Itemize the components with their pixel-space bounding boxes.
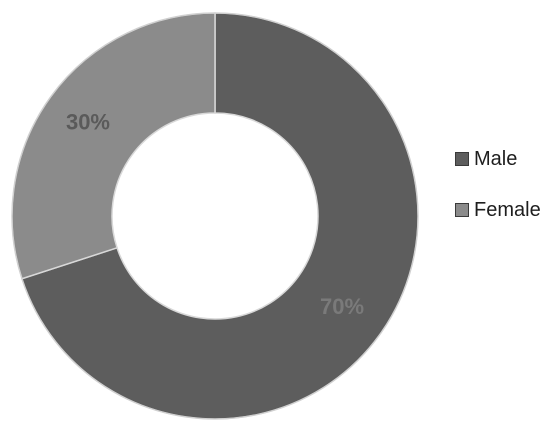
legend-swatch-female (455, 203, 469, 217)
legend-label-male: Male (474, 147, 518, 170)
slice-label-male: 70% (320, 294, 364, 319)
legend-item-male: Male (455, 146, 555, 172)
donut-outer-edge (11, 12, 419, 420)
slice-labels-group: 70% 30% (66, 110, 364, 320)
legend-swatch-male (455, 152, 469, 166)
slice-female (11, 12, 216, 280)
slice-label-female: 30% (66, 110, 110, 135)
legend: Male Female (455, 146, 555, 248)
legend-label-female: Female (474, 198, 541, 221)
slices-group (11, 12, 419, 420)
legend-item-female: Female (455, 197, 555, 223)
